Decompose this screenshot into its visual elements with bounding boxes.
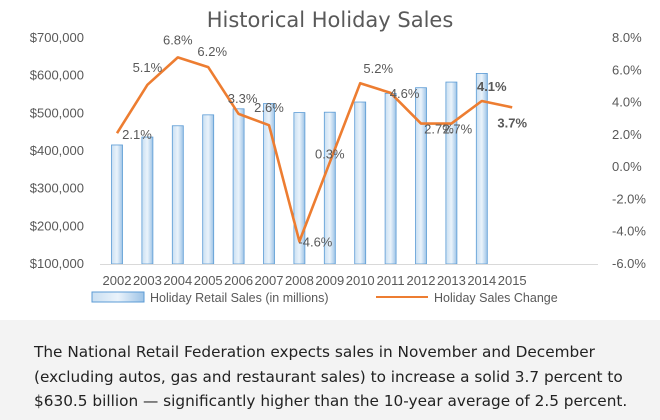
left-axis-tick: $200,000 [30, 218, 84, 233]
line-data-label: 2.6% [254, 100, 284, 115]
line-data-label: 3.7% [497, 115, 527, 130]
line-data-label: -4.6% [298, 234, 332, 249]
line-data-label: 5.2% [363, 61, 393, 76]
right-axis-tick: 4.0% [612, 95, 642, 110]
bar [111, 144, 123, 265]
line-path [115, 56, 513, 243]
x-axis-tick: 2006 [224, 273, 253, 288]
caption: The National Retail Federation expects s… [0, 320, 660, 420]
bar [445, 81, 458, 265]
bar [354, 101, 367, 265]
x-axis-tick: 2015 [498, 273, 527, 288]
left-axis-tick: $600,000 [30, 68, 84, 83]
left-axis-tick: $500,000 [30, 105, 84, 120]
x-axis-tick: 2008 [285, 273, 314, 288]
line-data-label: 3.3% [228, 91, 258, 106]
x-axis-tick: 2005 [194, 273, 223, 288]
bar-series [111, 73, 488, 265]
line-data-label: 6.2% [197, 44, 227, 59]
x-axis-tick: 2009 [315, 273, 344, 288]
left-axis-tick: $100,000 [30, 256, 84, 271]
x-axis-tick: 2002 [103, 273, 132, 288]
x-axis-tick: 2007 [255, 273, 284, 288]
line-data-label: 4.1% [477, 79, 507, 94]
line-data-label: 2.7% [424, 122, 454, 137]
left-axis: $100,000 $200,000 $300,000 $400,000 $500,000… [30, 30, 84, 271]
right-axis-tick: 2.0% [612, 127, 642, 142]
holiday-sales-chart: Historical Holiday Sales $100,000 $200,00… [30, 8, 647, 305]
right-axis-tick: -2.0% [612, 191, 646, 206]
x-axis-tick: 2014 [467, 273, 496, 288]
bar [232, 108, 245, 265]
x-axis: 2002 2003 2004 2005 2006 2007 2008 2009 2010 2011… [100, 264, 598, 288]
x-axis-tick: 2011 [377, 273, 405, 288]
x-axis-tick: 2013 [437, 273, 466, 288]
line-data-label: 6.8% [163, 32, 193, 47]
line-data-label: 2.1% [122, 127, 152, 142]
bar [415, 87, 427, 265]
left-axis-tick: $400,000 [30, 143, 84, 158]
line-data-label: 0.3% [315, 146, 345, 161]
bar [171, 125, 184, 265]
bar [202, 114, 215, 265]
right-axis-tick: -4.0% [612, 224, 646, 239]
legend-bar-label: Holiday Retail Sales (in millions) [150, 291, 329, 305]
data-labels: 2.1% 5.1%6.8% 6.2% 3.3%2.6% -4.6% 0.3% 5.2% 4.6… [122, 32, 527, 249]
right-axis: -6.0% -4.0% -2.0% 0.0% 2.0% 4.0% 6.0% 8.0% [612, 30, 646, 271]
right-axis-tick: 8.0% [612, 30, 642, 45]
right-axis-tick: -6.0% [612, 256, 646, 271]
right-axis-tick: 0.0% [612, 159, 642, 174]
line-data-label: 5.1% [133, 60, 163, 75]
line-data-label: 2.7% [443, 122, 473, 137]
legend: Holiday Retail Sales (in millions) Holid… [91, 291, 558, 305]
x-axis-tick: 2012 [407, 273, 436, 288]
x-axis-tick: 2010 [346, 273, 375, 288]
legend-line-label: Holiday Sales Change [434, 291, 558, 305]
chart-title: Historical Holiday Sales [207, 8, 454, 32]
x-axis-tick: 2004 [163, 273, 192, 288]
right-axis-tick: 6.0% [612, 62, 642, 77]
left-axis-tick: $300,000 [30, 181, 84, 196]
line-data-label: 4.6% [390, 86, 420, 101]
left-axis-tick: $700,000 [30, 30, 84, 45]
bar [384, 92, 397, 265]
bar [141, 136, 154, 265]
x-axis-tick: 2003 [133, 273, 162, 288]
legend-bar-swatch [91, 291, 145, 303]
line-series [115, 56, 513, 243]
